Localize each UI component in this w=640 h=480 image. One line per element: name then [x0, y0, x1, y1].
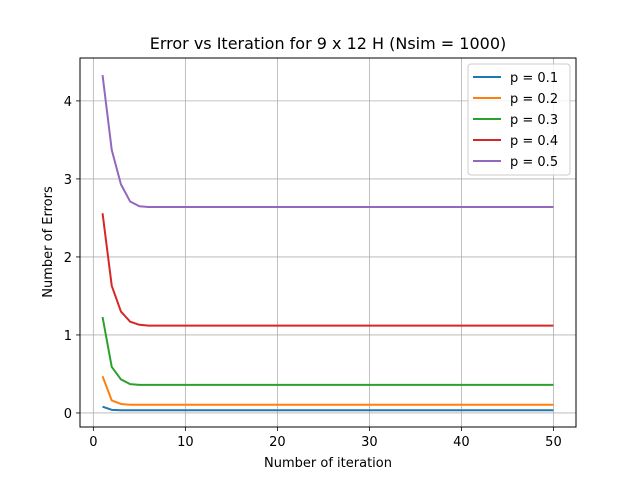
- legend-label: p = 0.2: [510, 92, 558, 107]
- plot-frame: [79, 57, 577, 428]
- series-lines: [101, 75, 554, 412]
- legend-label: p = 0.3: [510, 113, 558, 128]
- x-tick-label: 10: [177, 435, 194, 450]
- legend: p = 0.1 p = 0.2 p = 0.3 p = 0.4 p = 0.5: [467, 63, 571, 176]
- series-line-3: [101, 316, 554, 386]
- x-tick-label: 50: [545, 435, 562, 450]
- legend-box: [467, 63, 571, 176]
- x-tick-label: 0: [89, 435, 97, 450]
- chart-title: Error vs Iteration for 9 x 12 H (Nsim = …: [150, 34, 507, 53]
- y-tick-label: 1: [64, 329, 72, 344]
- y-axis-ticks: 0 1 2 3 4: [64, 95, 80, 422]
- y-axis-label: Number of Errors: [41, 186, 56, 298]
- x-tick-label: 40: [453, 435, 470, 450]
- x-axis-label: Number of iteration: [264, 456, 392, 471]
- x-tick-label: 20: [269, 435, 286, 450]
- series-line-1: [102, 405, 554, 412]
- legend-label: p = 0.4: [510, 134, 558, 149]
- x-axis-ticks: 0 10 20 30 40 50: [89, 427, 562, 450]
- y-tick-label: 2: [64, 251, 72, 266]
- legend-label: p = 0.5: [510, 155, 558, 170]
- legend-label: p = 0.1: [510, 71, 558, 86]
- x-tick-label: 30: [361, 435, 378, 450]
- series-line-5: [101, 75, 554, 208]
- series-line-4: [101, 213, 554, 327]
- y-tick-label: 4: [64, 95, 72, 110]
- y-tick-label: 0: [64, 407, 72, 422]
- y-tick-label: 3: [64, 173, 72, 188]
- series-line-2: [101, 375, 554, 406]
